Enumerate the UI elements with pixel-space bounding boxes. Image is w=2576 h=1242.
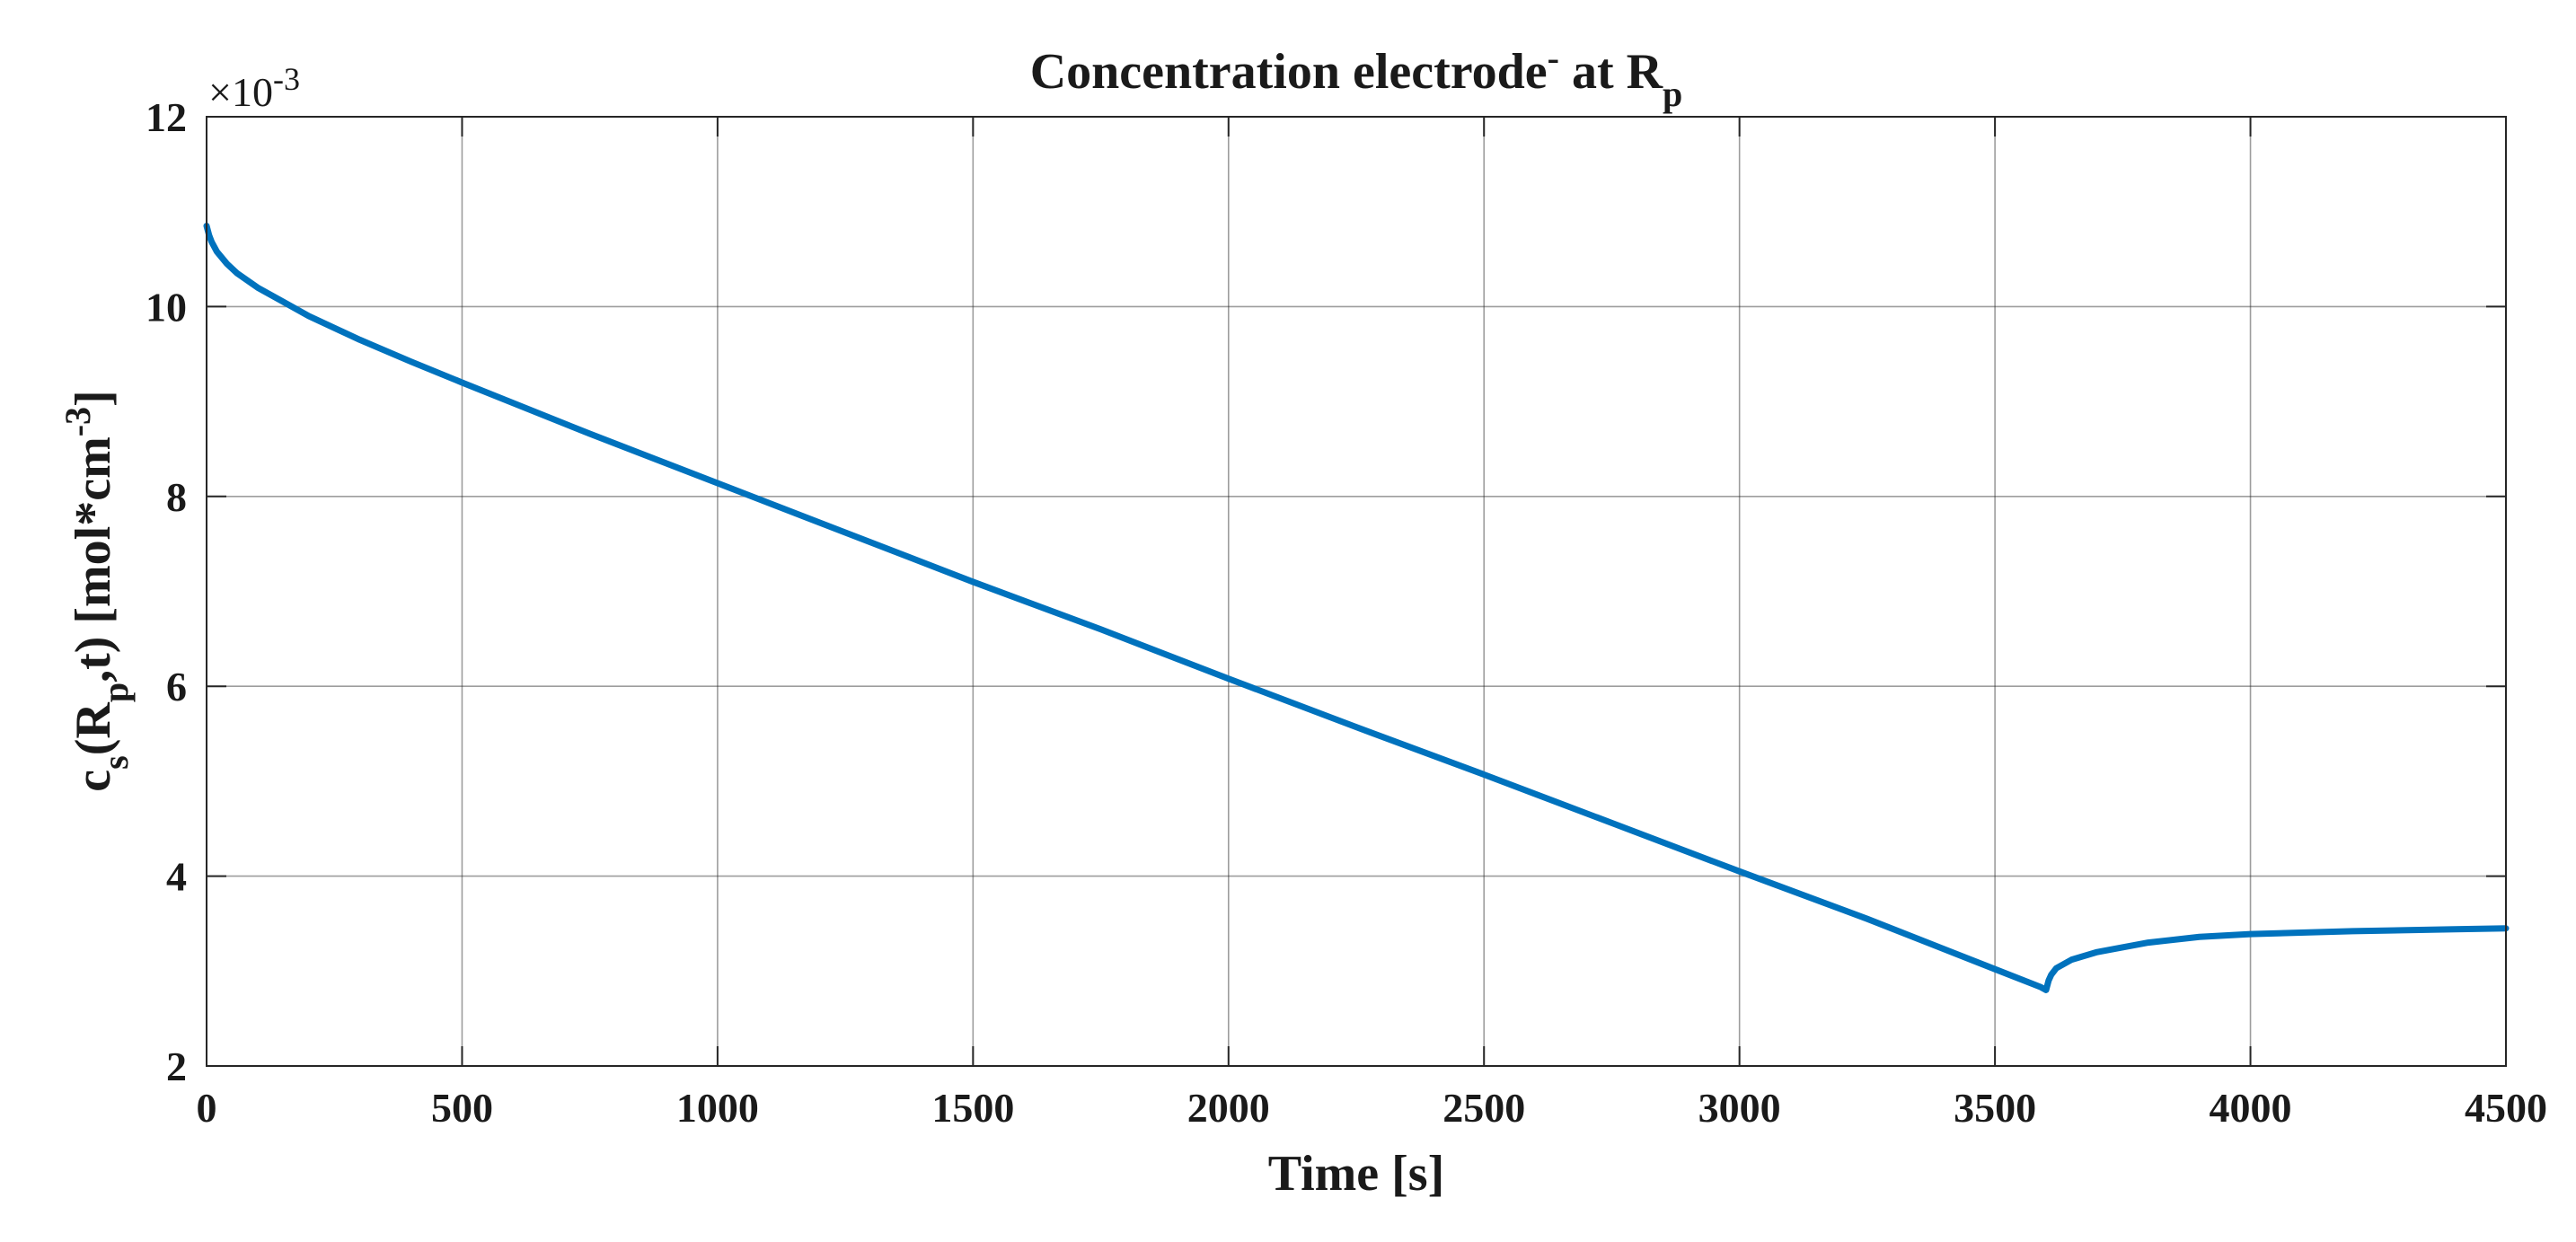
- y-axis-title-c: c: [66, 770, 121, 792]
- y-tick-label: 8: [166, 474, 187, 520]
- y-axis-title: cs(Rp,t) [mol*cm-3]: [57, 390, 136, 791]
- x-tick-label: 1000: [676, 1085, 759, 1131]
- axes-box: [206, 116, 2507, 1067]
- y-axis-title-close: ]: [66, 390, 121, 407]
- series-layer: [203, 223, 2510, 993]
- x-tick-label: 4500: [2465, 1085, 2547, 1131]
- x-axis-title: Time [s]: [1268, 1146, 1445, 1202]
- y-tick-labels: 2 4 6 8 10 12: [146, 94, 187, 1089]
- chart-title-mid: at R: [1559, 44, 1663, 100]
- y-tick-label: 6: [166, 664, 187, 709]
- y-exponent-label: ×10-3: [208, 61, 300, 115]
- y-axis-title-rest: ,t) [mol*cm: [66, 436, 121, 683]
- x-tick-label: 3500: [1954, 1085, 2036, 1131]
- x-tick-label: 4000: [2210, 1085, 2292, 1131]
- x-tick-labels: 0 500 1000 1500 2000 2500 3000 3500 4000 4500: [197, 1085, 2548, 1131]
- y-axis-title-open: (R: [66, 702, 121, 756]
- y-tick-label: 4: [166, 854, 187, 900]
- y-axis-title-s-sub: s: [95, 755, 136, 770]
- x-tick-label: 2000: [1187, 1085, 1270, 1131]
- chart-title: Concentration electrode- at Rp: [1030, 38, 1683, 114]
- x-tick-label: 1500: [931, 1085, 1014, 1131]
- y-exponent-base: ×10: [208, 69, 273, 115]
- x-tick-label: 3000: [1698, 1085, 1781, 1131]
- chart-title-main: Concentration electrode: [1030, 44, 1548, 100]
- y-tick-label: 12: [146, 94, 187, 140]
- series-line: [203, 223, 2510, 993]
- y-axis-title-p-sub: p: [95, 683, 136, 702]
- y-tick-label: 10: [146, 284, 187, 330]
- chart-title-superscript: -: [1548, 38, 1559, 78]
- x-tick-label: 2500: [1442, 1085, 1525, 1131]
- x-tick-label: 0: [197, 1085, 217, 1131]
- y-axis-title-exp-sup: -3: [57, 407, 98, 436]
- tick-marks: [206, 116, 2507, 1067]
- chart-title-subscript: p: [1663, 74, 1682, 114]
- grid-lines: [207, 117, 2506, 1066]
- plot-area: [207, 117, 2506, 1066]
- y-tick-label: 2: [166, 1044, 187, 1089]
- y-exponent-power: -3: [273, 61, 300, 97]
- x-tick-label: 500: [431, 1085, 493, 1131]
